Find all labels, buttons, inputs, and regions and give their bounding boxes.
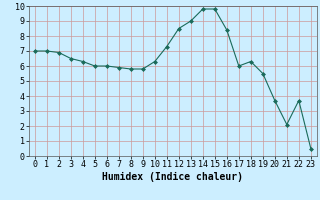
X-axis label: Humidex (Indice chaleur): Humidex (Indice chaleur): [102, 172, 243, 182]
